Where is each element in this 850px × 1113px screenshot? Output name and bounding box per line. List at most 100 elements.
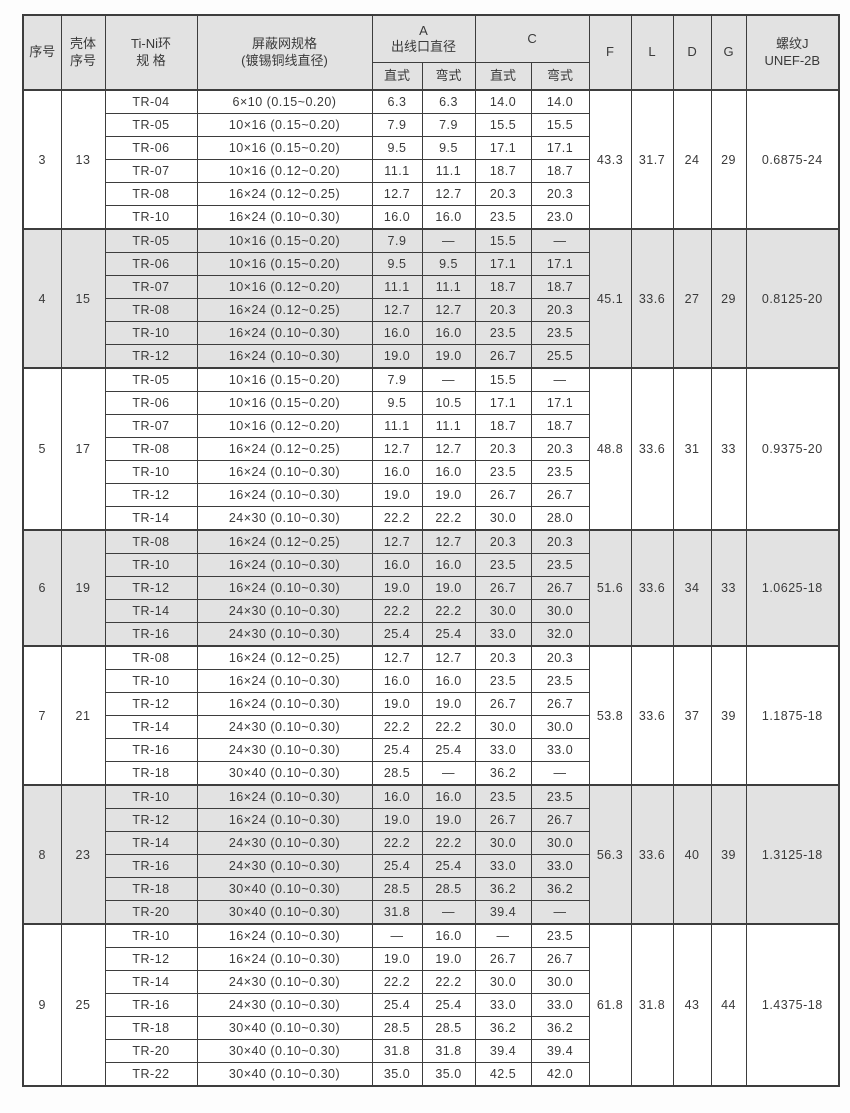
table-row: TR-05 10×16 (0.15~0.20) 7.9 7.9 15.5 15.5 — [23, 113, 839, 137]
c-straight-cell: 33.0 — [474, 738, 532, 762]
a-bent-cell: 25.4 — [421, 622, 476, 647]
mesh-spec-cell: 24×30 (0.10~0.30) — [196, 715, 373, 739]
tini-spec-cell: TR-10 — [104, 205, 198, 230]
table-row: TR-08 16×24 (0.12~0.25) 12.7 12.7 20.3 20.3 — [23, 298, 839, 322]
thread-cell: 1.1875-18 — [745, 645, 840, 786]
mesh-spec-cell: 30×40 (0.10~0.30) — [196, 761, 373, 786]
a-straight-cell: 25.4 — [371, 854, 423, 878]
table-row: TR-18 30×40 (0.10~0.30) 28.5—36.2— — [23, 761, 839, 786]
table-row: TR-12 16×24 (0.10~0.30) 19.0 19.0 26.7 26.7 — [23, 808, 839, 832]
d-cell: 31 — [672, 367, 712, 531]
c-bent-cell: 20.3 — [530, 645, 590, 670]
c-straight-cell: 20.3 — [474, 437, 532, 461]
shell-serial-cell: 15 — [60, 228, 106, 369]
a-straight-cell: 12.7 — [371, 182, 423, 206]
a-straight-cell: 25.4 — [371, 738, 423, 762]
mesh-spec-cell: 30×40 (0.10~0.30) — [196, 877, 373, 901]
mesh-spec-cell: 30×40 (0.10~0.30) — [196, 1016, 373, 1040]
c-bent-cell: — — [530, 900, 590, 925]
f-cell: 51.6 — [588, 529, 632, 647]
c-bent-cell: 17.1 — [530, 136, 590, 160]
a-straight-cell: 16.0 — [371, 784, 423, 809]
table-row: TR-18 30×40 (0.10~0.30) 28.5 28.5 36.2 36.2 — [23, 1016, 839, 1040]
g-cell: 33 — [710, 529, 747, 647]
table-row: TR-10 16×24 (0.10~0.30) 16.0 16.0 23.5 23.5 — [23, 460, 839, 484]
g-cell: 33 — [710, 367, 747, 531]
shell-serial-cell: 13 — [60, 89, 106, 230]
c-straight-cell: 26.7 — [474, 808, 532, 832]
mesh-spec-cell: 30×40 (0.10~0.30) — [196, 900, 373, 925]
c-straight-cell: 20.3 — [474, 182, 532, 206]
c-bent-cell: 23.5 — [530, 321, 590, 345]
c-bent-cell: 20.3 — [530, 529, 590, 554]
f-cell: 53.8 — [588, 645, 632, 786]
tini-spec-cell: TR-22 — [104, 1062, 198, 1087]
mesh-spec-cell: 16×24 (0.10~0.30) — [196, 576, 373, 600]
a-straight-cell: 12.7 — [371, 437, 423, 461]
mesh-spec-cell: 10×16 (0.15~0.20) — [196, 391, 373, 415]
thread-cell: 1.0625-18 — [745, 529, 840, 647]
tini-spec-cell: TR-12 — [104, 483, 198, 507]
a-bent-cell: 19.0 — [421, 576, 476, 600]
a-bent-cell: 31.8 — [421, 1039, 476, 1063]
header-mesh-spec: 屏蔽网规格 (镀锡铜线直径) — [196, 14, 373, 91]
a-straight-cell: 12.7 — [371, 298, 423, 322]
tini-spec-cell: TR-08 — [104, 298, 198, 322]
d-cell: 40 — [672, 784, 712, 925]
a-straight-cell: 16.0 — [371, 460, 423, 484]
a-bent-cell: — — [421, 367, 476, 392]
d-cell: 37 — [672, 645, 712, 786]
mesh-spec-cell: 24×30 (0.10~0.30) — [196, 599, 373, 623]
a-straight-cell: 19.0 — [371, 344, 423, 369]
mesh-spec-cell: 10×16 (0.12~0.20) — [196, 275, 373, 299]
c-straight-cell: 14.0 — [474, 89, 532, 114]
a-straight-cell: 11.1 — [371, 159, 423, 183]
a-straight-cell: 22.2 — [371, 506, 423, 531]
c-bent-cell: 23.5 — [530, 669, 590, 693]
table-row: TR-10 16×24 (0.10~0.30) 16.0 16.0 23.5 23.0 — [23, 205, 839, 230]
d-cell: 24 — [672, 89, 712, 230]
a-straight-cell: 7.9 — [371, 113, 423, 137]
a-bent-cell: 25.4 — [421, 993, 476, 1017]
f-cell: 45.1 — [588, 228, 632, 369]
shell-serial-cell: 17 — [60, 367, 106, 531]
tini-spec-cell: TR-05 — [104, 228, 198, 253]
mesh-spec-cell: 10×16 (0.15~0.20) — [196, 252, 373, 276]
table-row: TR-20 30×40 (0.10~0.30) 31.8—39.4— — [23, 900, 839, 925]
header-thread: 螺纹J UNEF-2B — [745, 14, 840, 91]
tini-spec-cell: TR-20 — [104, 900, 198, 925]
d-cell: 43 — [672, 923, 712, 1087]
table-row: TR-14 24×30 (0.10~0.30) 22.2 22.2 30.0 30.0 — [23, 599, 839, 623]
a-bent-cell: — — [421, 900, 476, 925]
c-straight-cell: 33.0 — [474, 622, 532, 647]
table-row: TR-10 16×24 (0.10~0.30) 16.0 16.0 23.5 23.5 — [23, 321, 839, 345]
a-bent-cell: 7.9 — [421, 113, 476, 137]
a-straight-cell: 19.0 — [371, 947, 423, 971]
c-bent-cell: 18.7 — [530, 275, 590, 299]
c-bent-cell: 18.7 — [530, 159, 590, 183]
a-bent-cell: 11.1 — [421, 414, 476, 438]
a-straight-cell: 16.0 — [371, 669, 423, 693]
d-cell: 34 — [672, 529, 712, 647]
mesh-spec-cell: 10×16 (0.12~0.20) — [196, 414, 373, 438]
table-row: TR-06 10×16 (0.15~0.20) 9.5 9.5 17.1 17.1 — [23, 136, 839, 160]
thread-cell: 1.4375-18 — [745, 923, 840, 1087]
a-straight-cell: 25.4 — [371, 993, 423, 1017]
c-bent-cell: 18.7 — [530, 414, 590, 438]
shell-serial-cell: 25 — [60, 923, 106, 1087]
a-straight-cell: 22.2 — [371, 831, 423, 855]
table-row: TR-12 16×24 (0.10~0.30) 19.0 19.0 26.7 25.5 — [23, 344, 839, 369]
a-straight-cell: 19.0 — [371, 576, 423, 600]
c-straight-cell: 20.3 — [474, 645, 532, 670]
c-straight-cell: 26.7 — [474, 692, 532, 716]
a-bent-cell: 16.0 — [421, 669, 476, 693]
c-straight-cell: 30.0 — [474, 506, 532, 531]
header-a-straight: 直式 — [371, 62, 423, 91]
a-straight-cell: 11.1 — [371, 414, 423, 438]
c-straight-cell: 15.5 — [474, 367, 532, 392]
header-l: L — [630, 14, 674, 91]
c-straight-cell: 23.5 — [474, 321, 532, 345]
c-bent-cell: 23.0 — [530, 205, 590, 230]
c-straight-cell: 26.7 — [474, 576, 532, 600]
